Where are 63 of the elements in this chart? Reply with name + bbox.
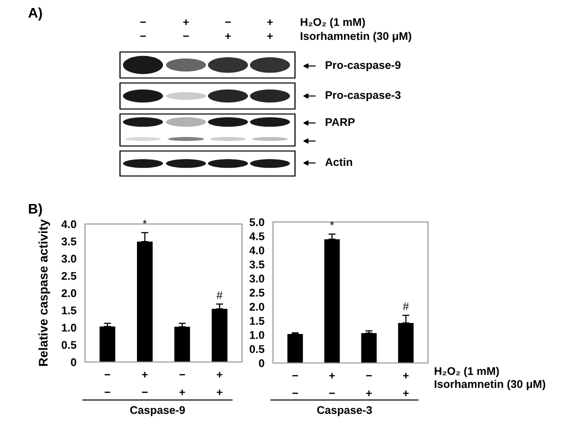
text: B) xyxy=(28,204,42,216)
category-label: − xyxy=(329,392,335,394)
text: A) xyxy=(28,8,42,20)
category-label: − − xyxy=(292,375,298,394)
text: + xyxy=(225,33,231,39)
text: H₂O₂ (1 mM) xyxy=(300,18,365,28)
y-tick-label: 4.5 xyxy=(249,232,264,240)
x-tick-label: + + xyxy=(403,372,409,396)
text: Actin xyxy=(325,158,352,166)
bar xyxy=(100,326,116,362)
y-tick-label: 1.0 xyxy=(62,324,76,332)
x-tick-label: + + xyxy=(216,372,222,396)
text: H₂O₂ (1 mM) xyxy=(434,366,499,378)
annotation: # xyxy=(402,302,409,310)
y-tick-label: 2.0 xyxy=(250,302,264,311)
y-tick-label: 1.5 xyxy=(62,306,76,314)
y-tick-label: 2.0 xyxy=(62,289,76,298)
category-label: − xyxy=(366,375,372,376)
text: − xyxy=(104,374,110,376)
text: + xyxy=(329,372,335,379)
text: PARP xyxy=(326,118,355,126)
y-tick-label: 1.0 xyxy=(250,331,264,339)
y-tick-label: 0 xyxy=(70,358,76,366)
y-tick-label: 4.0 xyxy=(249,246,264,254)
text: − xyxy=(104,392,110,393)
text: − xyxy=(140,36,146,37)
text: + xyxy=(183,19,189,25)
text: − xyxy=(140,22,146,23)
y-axis-title: Relative caspase activity xyxy=(38,219,50,366)
y-tick-label: 0.5 xyxy=(250,345,264,354)
text: Pro-caspase-9 xyxy=(326,61,401,72)
text: Pro-caspase-3 xyxy=(326,91,401,102)
x-axis-title: Caspase-9 xyxy=(130,406,185,416)
text: − xyxy=(183,36,189,37)
y-tick-label: 1.5 xyxy=(250,317,264,325)
text: Isorhamnetin (30 μM) xyxy=(434,380,546,390)
y-tick-label: 2.5 xyxy=(62,272,76,280)
y-tick-label: 5.0 xyxy=(250,218,264,226)
text: Isorhamnetin (30 μM) xyxy=(300,32,412,42)
y-tick-label: 4.0 xyxy=(61,220,76,228)
y-tick-label: 3.5 xyxy=(249,260,264,268)
text: − xyxy=(225,22,231,23)
bar xyxy=(174,326,190,362)
annotation: * xyxy=(330,221,334,226)
text: + xyxy=(267,19,273,25)
text: + xyxy=(142,372,148,378)
text: − xyxy=(179,374,185,376)
annotation: # xyxy=(216,291,223,299)
x-axis-title: Caspase-3 xyxy=(317,406,372,416)
y-tick-label: 3.5 xyxy=(61,238,76,246)
text: + xyxy=(179,389,185,396)
y-tick-label: 0.5 xyxy=(62,341,76,349)
bar xyxy=(287,334,303,363)
text: − xyxy=(142,392,148,393)
text: + xyxy=(267,33,273,39)
text: + xyxy=(366,390,372,396)
annotation: * xyxy=(142,220,147,224)
y-tick-label: 3.0 xyxy=(249,274,264,283)
y-tick-label: 3.0 xyxy=(61,254,76,263)
y-tick-label: 0 xyxy=(258,359,264,368)
bar xyxy=(212,308,228,362)
bar xyxy=(361,333,377,363)
y-tick-label: 2.5 xyxy=(250,288,264,297)
